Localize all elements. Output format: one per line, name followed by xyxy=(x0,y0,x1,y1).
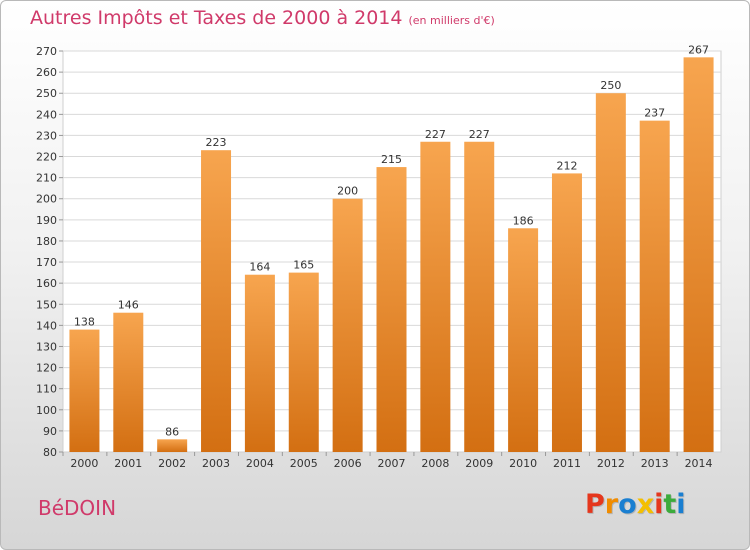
data-label-2010: 186 xyxy=(513,214,534,227)
logo-letter: P xyxy=(585,489,605,520)
data-label-2001: 146 xyxy=(118,299,139,312)
y-tick-label: 110 xyxy=(36,383,57,396)
logo-letter: x xyxy=(636,489,655,520)
x-tick-label-2000: 2000 xyxy=(70,457,98,470)
data-label-2002: 86 xyxy=(165,425,179,438)
data-label-2008: 227 xyxy=(425,128,446,141)
bar-2005 xyxy=(288,272,319,452)
y-tick-label: 100 xyxy=(36,404,57,417)
bar-2013 xyxy=(639,120,670,452)
y-tick-label: 270 xyxy=(36,45,57,58)
y-tick-label: 90 xyxy=(43,425,57,438)
y-tick-label: 80 xyxy=(43,446,57,459)
proxiti-logo: Proxiti xyxy=(585,489,686,520)
chart-title-text: Autres Impôts et Taxes de 2000 à 2014 xyxy=(30,7,403,29)
y-tick-label: 200 xyxy=(36,193,57,206)
y-tick-label: 140 xyxy=(36,319,57,332)
bar-2014 xyxy=(683,57,714,453)
data-label-2012: 250 xyxy=(600,79,621,92)
y-tick-label: 190 xyxy=(36,214,57,227)
bar-2006 xyxy=(332,198,363,452)
x-tick-label-2001: 2001 xyxy=(114,457,142,470)
data-label-2006: 200 xyxy=(337,185,358,198)
x-tick-label-2004: 2004 xyxy=(246,457,274,470)
data-label-2013: 237 xyxy=(644,107,665,120)
y-tick-label: 130 xyxy=(36,340,57,353)
bar-2000 xyxy=(69,329,100,452)
x-tick-label-2010: 2010 xyxy=(509,457,537,470)
bar-2004 xyxy=(244,274,275,452)
y-tick-label: 180 xyxy=(36,235,57,248)
y-tick-label: 260 xyxy=(36,66,57,79)
commune-name: BéDOIN xyxy=(38,496,117,520)
data-label-2009: 227 xyxy=(469,128,490,141)
x-tick-label-2014: 2014 xyxy=(685,457,713,470)
logo-letter: i xyxy=(676,489,686,520)
logo-letter: r xyxy=(604,489,619,520)
x-tick-label-2006: 2006 xyxy=(334,457,362,470)
data-label-2000: 138 xyxy=(74,316,95,329)
x-axis: 2000 2001 2002 2003 2004 2005 2006 2007 2008 2009… xyxy=(62,452,713,470)
y-tick-label: 240 xyxy=(36,108,57,121)
x-tick-label-2007: 2007 xyxy=(378,457,406,470)
y-tick-label: 220 xyxy=(36,151,57,164)
x-tick-label-2009: 2009 xyxy=(465,457,493,470)
y-tick-label: 230 xyxy=(36,129,57,142)
y-tick-label: 170 xyxy=(36,256,57,269)
bars xyxy=(69,57,714,453)
x-tick-label-2003: 2003 xyxy=(202,457,230,470)
y-tick-label: 250 xyxy=(36,87,57,100)
chart-subtitle: (en milliers d'€) xyxy=(408,14,495,27)
bar-2012 xyxy=(595,93,626,453)
x-tick-label-2008: 2008 xyxy=(421,457,449,470)
bar-2011 xyxy=(551,173,582,452)
logo-letter: t xyxy=(663,489,677,520)
bar-2003 xyxy=(201,150,232,452)
y-tick-label: 210 xyxy=(36,172,57,185)
chart-title: Autres Impôts et Taxes de 2000 à 2014 (en… xyxy=(30,7,495,29)
logo-letter: i xyxy=(654,489,664,520)
data-label-2003: 223 xyxy=(206,136,227,149)
logo-letter: o xyxy=(618,489,637,520)
bar-2008 xyxy=(420,141,451,452)
bar-2007 xyxy=(376,167,407,452)
y-tick-label: 150 xyxy=(36,298,57,311)
y-axis: 80 90 100 110 120 130 140 150 160 170 180 190 200 210… xyxy=(36,45,63,459)
bar-2001 xyxy=(113,312,144,452)
x-tick-label-2005: 2005 xyxy=(290,457,318,470)
bar-2009 xyxy=(464,141,495,452)
data-label-2005: 165 xyxy=(293,259,314,272)
bar-2002 xyxy=(157,439,188,452)
data-label-2014: 267 xyxy=(688,43,709,56)
y-tick-label: 160 xyxy=(36,277,57,290)
data-label-2007: 215 xyxy=(381,153,402,166)
x-tick-label-2002: 2002 xyxy=(158,457,186,470)
y-tick-label: 120 xyxy=(36,362,57,375)
x-tick-label-2011: 2011 xyxy=(553,457,581,470)
bar-2010 xyxy=(508,228,539,452)
data-label-2004: 164 xyxy=(249,261,270,274)
data-label-2011: 212 xyxy=(556,159,577,172)
x-tick-label-2013: 2013 xyxy=(641,457,669,470)
x-tick-label-2012: 2012 xyxy=(597,457,625,470)
data-labels: 138 146 86 223 164 165 200 215 227 227 186 212 250 23… xyxy=(74,43,709,438)
